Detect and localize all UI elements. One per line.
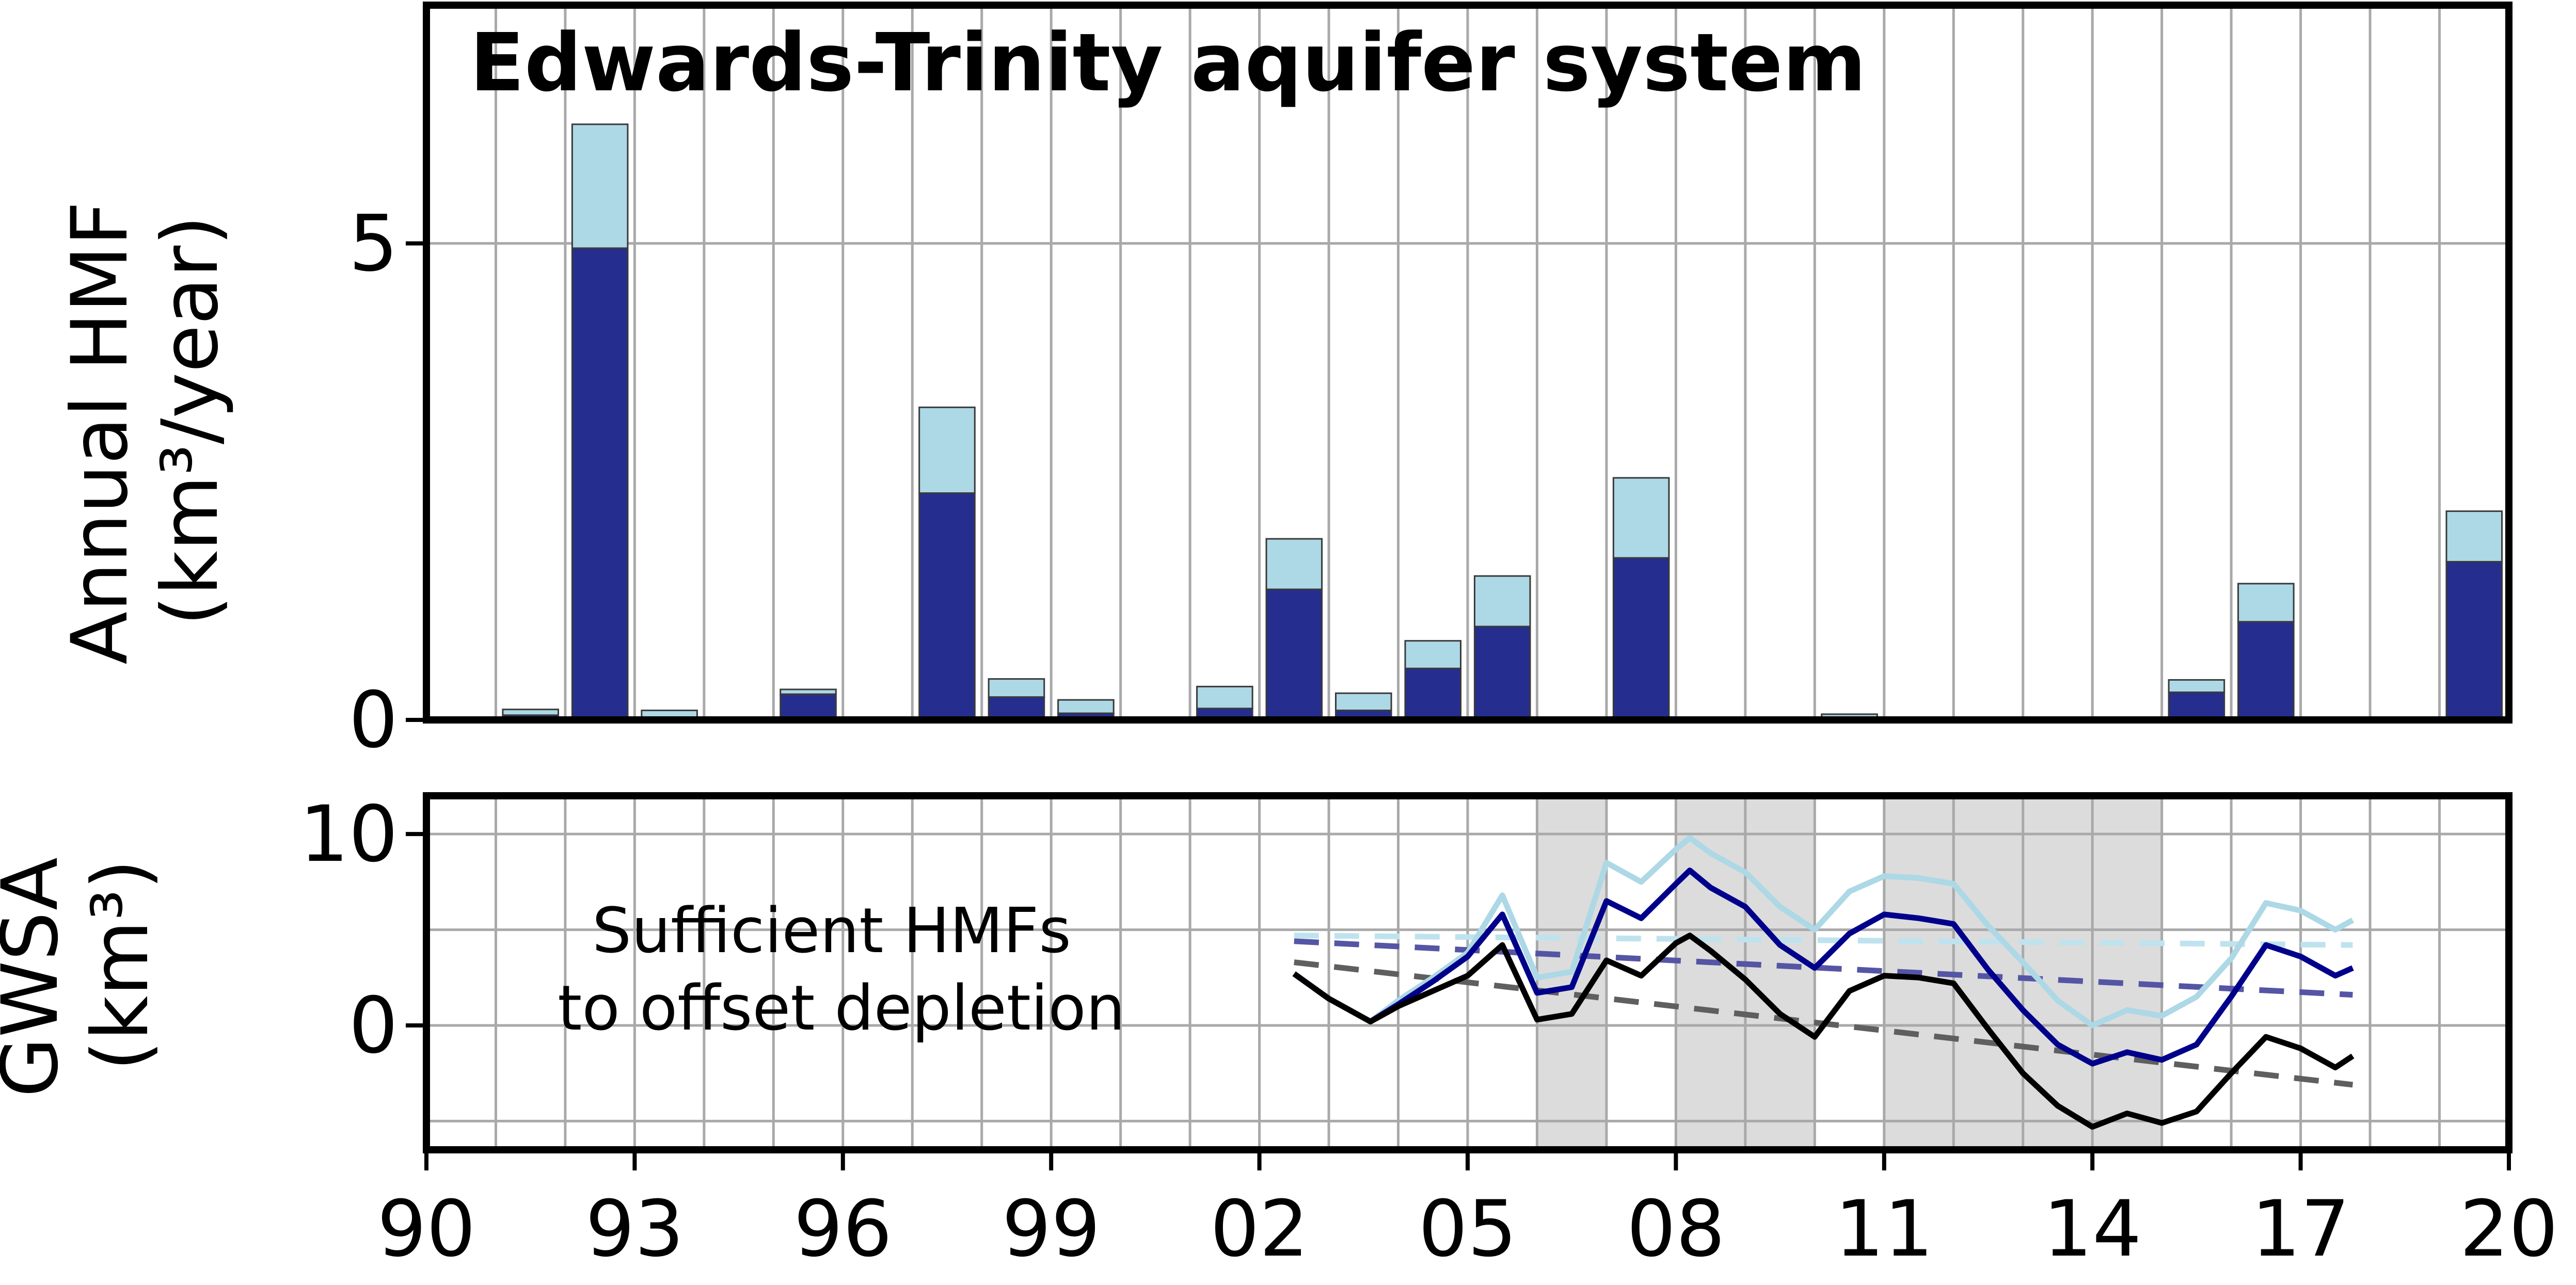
series-line-light (1292, 835, 2355, 1029)
bar-segment-light (2237, 583, 2295, 623)
gwsa-y-ticks: 0 10 (299, 790, 426, 1071)
annual-hmf-y-tick-label: 0 (349, 676, 398, 765)
annual-hmf-y-tick-label: 5 (349, 199, 398, 289)
bar-segment-light (1265, 538, 1323, 590)
series-line-dark (1292, 868, 2354, 1067)
gwsa-y-label-line1: GWSA (0, 857, 75, 1097)
bar-segment-dark (1473, 625, 1531, 721)
x-tick-label: 90 (377, 1184, 476, 1274)
bar-segment-dark (2445, 560, 2503, 721)
gwsa-panel: 0 10 90 93 96 99 02 05 08 11 14 17 20 Sufficient HM… (0, 790, 2558, 1274)
chart-title: Edwards-Trinity aquifer system (470, 16, 1866, 109)
annual-hmf-y-label-line2: (km³/year) (146, 215, 235, 625)
x-tick-label: 14 (2043, 1184, 2142, 1274)
annual-hmf-plot-frame (423, 2, 2513, 724)
bar-segment-light (2168, 679, 2225, 693)
gwsa-y-tick-label: 10 (299, 790, 398, 879)
annual-hmf-y-label-line1: Annual HMF (55, 201, 145, 665)
bar-segment-dark (780, 693, 837, 721)
x-tick-label: 20 (2460, 1184, 2558, 1274)
bar-segment-light (988, 678, 1045, 698)
x-tick-label: 05 (1419, 1184, 1517, 1274)
gwsa-annotation-line2: to offset depletion (558, 973, 1125, 1045)
gwsa-y-tick-label: 0 (349, 981, 398, 1071)
bar-segment-dark (988, 696, 1045, 721)
bar-segment-light (571, 123, 629, 249)
x-tick-label: 99 (1002, 1184, 1101, 1274)
annual-hmf-bars (502, 123, 2503, 721)
x-tick-label: 96 (793, 1184, 892, 1274)
gwsa-y-label: GWSA (km³) (0, 833, 166, 1098)
bar-segment-light (1473, 575, 1531, 628)
series-line-black (1292, 933, 2355, 1130)
x-tick-label: 17 (2251, 1184, 2350, 1274)
bar-segment-light (641, 710, 698, 718)
bar-segment-light (1057, 699, 1115, 714)
gwsa-x-ticks: 90 93 96 99 02 05 08 11 14 17 20 (377, 1150, 2558, 1274)
bar-segment-dark (1612, 557, 1670, 721)
bar-segment-light (502, 709, 559, 716)
bar-segment-light (1335, 692, 1392, 712)
bar-segment-light (1196, 685, 1253, 710)
bar-segment-dark (571, 247, 629, 721)
annual-hmf-panel: 05 Edwards-Trinity aquifer system Annual… (55, 2, 2513, 765)
annual-hmf-y-label: Annual HMF (km³/year) (55, 176, 235, 664)
x-tick-label: 93 (585, 1184, 684, 1274)
gwsa-annotation: Sufficient HMFs to offset depletion (558, 895, 1125, 1045)
bar-segment-light (2445, 510, 2503, 563)
x-tick-label: 08 (1627, 1184, 1725, 1274)
bar-segment-light (780, 688, 837, 695)
bar-segment-dark (1404, 667, 1462, 721)
bar-segment-light (1404, 640, 1462, 669)
bar-segment-dark (918, 492, 976, 721)
x-tick-label: 02 (1210, 1184, 1309, 1274)
bar-segment-dark (1265, 588, 1323, 721)
bar-segment-light (918, 406, 976, 494)
gwsa-plot-frame (423, 792, 2513, 1153)
gwsa-annotation-line1: Sufficient HMFs (592, 895, 1071, 967)
bar-segment-dark (2168, 691, 2225, 721)
bar-segment-light (1612, 477, 1670, 559)
x-tick-label: 11 (1835, 1184, 1933, 1274)
trend-line (1294, 933, 2353, 948)
gwsa-y-label-line2: (km³) (76, 859, 166, 1071)
bar-segment-dark (2237, 621, 2295, 721)
gwsa-lines (1292, 835, 2355, 1130)
annual-hmf-y-ticks: 05 (349, 199, 426, 765)
annual-hmf-grid (425, 5, 2510, 721)
